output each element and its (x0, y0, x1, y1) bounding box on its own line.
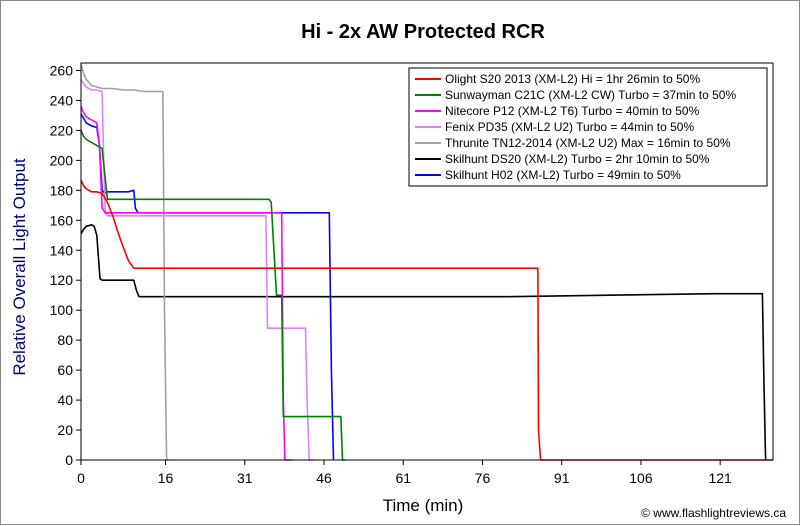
series-line (80, 179, 773, 461)
series-line (80, 64, 169, 461)
series-line (80, 106, 293, 461)
y-tick-label: 0 (65, 452, 73, 468)
y-tick-label: 80 (57, 332, 73, 348)
legend-entry: Olight S20 2013 (XM-L2) Hi = 1hr 26min t… (445, 72, 700, 86)
legend-entry: Skilhunt DS20 (XM-L2) Turbo = 2hr 10min … (445, 152, 710, 166)
series-line (80, 130, 346, 461)
y-tick-label: 100 (50, 302, 74, 318)
y-tick-label: 200 (50, 152, 74, 168)
y-tick-label: 240 (50, 92, 74, 108)
plot-area-border (80, 62, 774, 461)
chart-legend: Olight S20 2013 (XM-L2) Hi = 1hr 26min t… (408, 67, 768, 187)
y-tick-label: 140 (50, 242, 74, 258)
x-tick-label: 76 (475, 470, 491, 486)
chart-title: Hi - 2x AW Protected RCR (301, 21, 545, 43)
series-line (80, 113, 335, 461)
y-tick-label: 40 (57, 392, 73, 408)
x-tick-label: 31 (237, 470, 253, 486)
x-tick-label: 61 (395, 470, 411, 486)
y-tick-label: 60 (57, 362, 73, 378)
x-tick-label: 106 (629, 470, 653, 486)
y-axis-ticks: 0 20 40 60 80 100 120 140 160 180 200 220 240 260 (50, 62, 81, 468)
series-line (80, 79, 314, 461)
y-tick-label: 20 (57, 422, 73, 438)
credit-text: © www.flashlightreviews.ca (641, 506, 786, 520)
y-tick-label: 160 (50, 212, 74, 228)
legend-entry: Fenix PD35 (XM-L2 U2) Turbo = 44min to 5… (445, 120, 694, 134)
legend-box (408, 67, 768, 187)
legend-entry: Sunwayman C21C (XM-L2 CW) Turbo = 37min … (445, 88, 736, 102)
y-tick-label: 220 (50, 122, 74, 138)
legend-entry: Skilhunt H02 (XM-L2) Turbo = 49min to 50… (445, 168, 681, 182)
y-tick-label: 120 (50, 272, 74, 288)
x-tick-label: 46 (316, 470, 332, 486)
x-tick-label: 91 (554, 470, 570, 486)
legend-entry: Nitecore P12 (XM-L2 T6) Turbo = 40min to… (445, 104, 700, 118)
x-tick-label: 0 (77, 470, 85, 486)
y-tick-label: 260 (50, 62, 74, 78)
x-axis-label: Time (min) (383, 496, 464, 515)
y-tick-label: 180 (50, 182, 74, 198)
x-axis-ticks: 0 16 31 46 61 76 91 106 121 (77, 460, 732, 486)
series-line (80, 224, 767, 461)
y-axis-label: Relative Overall Light Output (10, 158, 29, 376)
series-lines (80, 64, 773, 461)
x-tick-label: 16 (158, 470, 174, 486)
x-tick-label: 121 (708, 470, 732, 486)
legend-entry: Thrunite TN12-2014 (XM-L2 U2) Max = 16mi… (445, 136, 731, 150)
